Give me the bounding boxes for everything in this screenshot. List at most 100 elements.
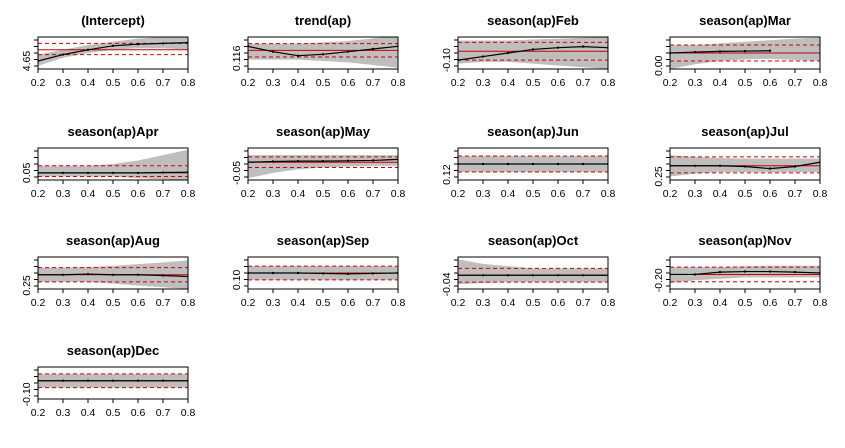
data-point (743, 270, 747, 273)
data-point (481, 274, 485, 277)
data-point (86, 272, 90, 276)
data-point (296, 271, 300, 275)
y-tick-label: 0.25 (21, 275, 33, 296)
data-point (371, 47, 375, 51)
x-tick-label: 0.2 (241, 77, 256, 89)
data-point (296, 54, 300, 57)
panel-12: season(ap)Dec 0.2 0.3 0.4 0.5 0.6 0.7 0.8 -0.10 (21, 343, 195, 419)
x-tick-label: 0.2 (451, 77, 466, 89)
panel-12-plot-area (38, 373, 188, 389)
confidence-band (458, 37, 608, 69)
plot-title: season(ap)Nov (698, 233, 792, 248)
data-point (346, 272, 350, 276)
data-point (136, 171, 140, 175)
x-tick-label: 0.5 (526, 188, 541, 200)
data-point (86, 171, 90, 175)
x-tick-label: 0.7 (788, 188, 803, 200)
confidence-band (248, 37, 398, 68)
y-tick-label: 0.12 (441, 164, 453, 185)
x-tick-label: 0.8 (181, 77, 196, 89)
data-point (371, 272, 375, 275)
x-tick-label: 0.8 (391, 188, 406, 200)
data-point (136, 43, 140, 46)
x-tick-label: 0.8 (813, 188, 828, 200)
x-tick-label: 0.4 (81, 77, 96, 89)
data-point (61, 273, 65, 276)
x-tick-label: 0.2 (31, 407, 46, 419)
x-tick-label: 0.6 (131, 77, 146, 89)
x-tick-label: 0.4 (81, 297, 96, 309)
x-tick-label: 0.3 (476, 297, 491, 309)
x-tick-label: 0.2 (241, 297, 256, 309)
data-point (371, 159, 375, 162)
plot-title: season(ap)Jun (487, 124, 579, 139)
x-tick-label: 0.5 (316, 297, 331, 309)
data-point (693, 50, 697, 54)
y-tick-label: -0.10 (441, 48, 453, 72)
panel-9-plot-area (248, 265, 398, 281)
y-tick-label: 0.10 (231, 269, 243, 290)
data-point (321, 159, 325, 163)
x-tick-label: 0.7 (366, 188, 381, 200)
data-point (481, 55, 485, 58)
x-tick-label: 0.3 (688, 77, 703, 89)
plot-title: season(ap)Mar (699, 13, 791, 28)
panel-2-plot-area (458, 37, 608, 69)
x-tick-label: 0.6 (341, 77, 356, 89)
y-tick-label: 0.00 (653, 55, 665, 76)
confidence-band (458, 259, 608, 285)
x-tick-label: 0.6 (551, 297, 566, 309)
data-point (86, 379, 90, 382)
panel-8-plot-area (38, 260, 188, 289)
panel-0: (Intercept) 0.2 0.3 0.4 0.5 0.6 0.7 0.8 4.65 (21, 13, 195, 89)
panel-4-plot-area (38, 149, 188, 180)
y-tick-label: 0.05 (21, 163, 33, 184)
data-point (531, 162, 535, 166)
x-tick-label: 0.7 (788, 77, 803, 89)
panel-9: season(ap)Sep 0.2 0.3 0.4 0.5 0.6 0.7 0.8 0.10 (231, 233, 405, 309)
x-tick-label: 0.6 (131, 188, 146, 200)
data-point (136, 379, 140, 382)
x-tick-label: 0.3 (266, 297, 281, 309)
plot-title: season(ap)Apr (67, 124, 158, 139)
data-point (531, 274, 535, 277)
data-point (506, 274, 510, 277)
x-tick-label: 0.2 (31, 188, 46, 200)
x-tick-label: 0.2 (451, 297, 466, 309)
panel-6: season(ap)Jun 0.2 0.3 0.4 0.5 0.6 0.7 0.8 0.12 (441, 124, 615, 200)
x-tick-label: 0.6 (341, 188, 356, 200)
data-point (161, 274, 165, 277)
x-tick-label: 0.3 (56, 77, 71, 89)
data-point (768, 270, 772, 273)
x-tick-label: 0.5 (106, 188, 121, 200)
x-tick-label: 0.8 (181, 407, 196, 419)
x-tick-label: 0.4 (501, 297, 516, 309)
x-tick-label: 0.2 (31, 297, 46, 309)
x-tick-label: 0.3 (476, 188, 491, 200)
x-tick-label: 0.2 (663, 297, 678, 309)
data-point (161, 42, 165, 45)
x-tick-label: 0.3 (688, 297, 703, 309)
panel-7-plot-area (670, 155, 820, 177)
data-point (111, 379, 115, 382)
x-tick-label: 0.6 (131, 407, 146, 419)
data-point (506, 51, 510, 55)
data-point (321, 272, 325, 275)
panel-8: season(ap)Aug 0.2 0.3 0.4 0.5 0.6 0.7 0.8 0.25 (21, 233, 195, 309)
x-tick-label: 0.8 (391, 297, 406, 309)
panel-5-plot-area (248, 155, 398, 179)
data-point (161, 379, 165, 382)
confidence-band (38, 149, 188, 180)
data-point (61, 53, 65, 56)
data-point (743, 165, 747, 168)
panel-3: season(ap)Mar 0.2 0.3 0.4 0.5 0.6 0.7 0.8 0.00 (653, 13, 827, 89)
confidence-band (248, 155, 398, 179)
data-point (718, 164, 722, 167)
x-tick-label: 0.8 (601, 188, 616, 200)
x-tick-label: 0.6 (763, 188, 778, 200)
x-tick-label: 0.5 (526, 297, 541, 309)
data-point (111, 44, 115, 47)
panel-3-plot-area (670, 37, 820, 69)
